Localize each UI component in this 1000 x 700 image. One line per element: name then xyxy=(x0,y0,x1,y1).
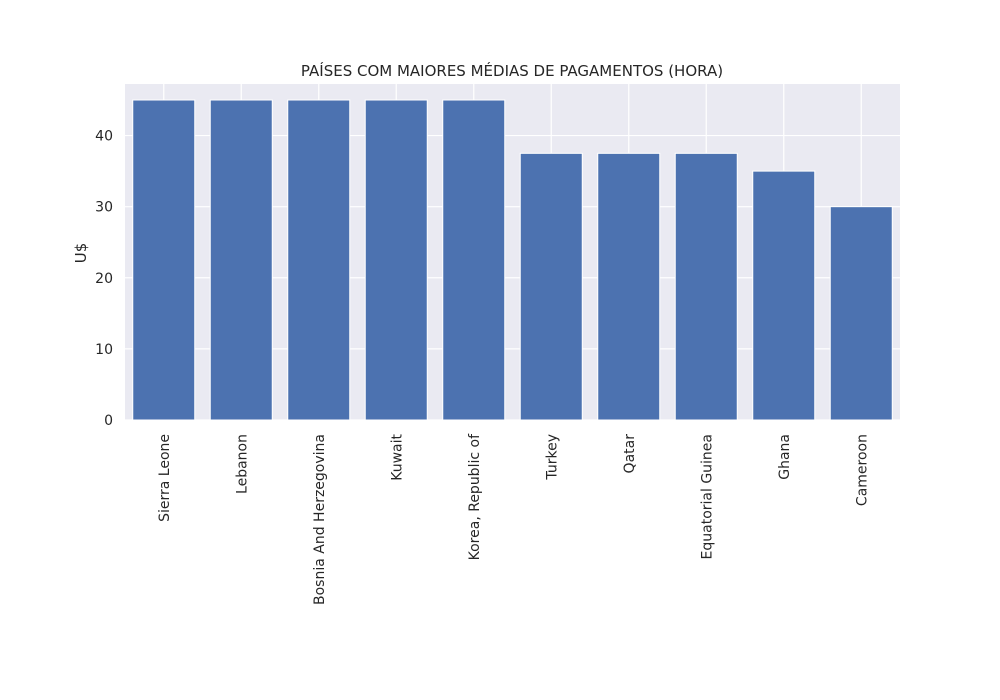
bars xyxy=(132,99,893,421)
bar-korea-republic-of xyxy=(442,99,506,421)
y-axis-label: U$ xyxy=(72,243,90,264)
y-tick-label: 0 xyxy=(104,413,113,429)
x-tick-label: Lebanon xyxy=(234,434,250,494)
x-tick-label: Kuwait xyxy=(389,433,405,480)
bar-equatorial-guinea xyxy=(674,152,738,421)
x-tick-labels: Sierra Leone Lebanon Bosnia And Herzegovin… xyxy=(157,433,871,605)
x-tick-label: Equatorial Guinea xyxy=(699,434,715,559)
bar-lebanon xyxy=(209,99,273,421)
y-tick-label: 10 xyxy=(95,342,113,358)
chart-title: PAÍSES COM MAIORES MÉDIAS DE PAGAMENTOS … xyxy=(301,61,723,80)
y-tick-label: 20 xyxy=(95,271,113,287)
x-tick-label: Korea, Republic of xyxy=(467,433,483,560)
x-tick-label: Sierra Leone xyxy=(157,434,173,522)
x-tick-label: Turkey xyxy=(544,434,560,481)
x-tick-label: Cameroon xyxy=(854,434,870,506)
y-tick-label: 30 xyxy=(95,200,113,216)
y-tick-labels: 0 10 20 30 40 xyxy=(95,129,113,429)
bar-kuwait xyxy=(364,99,428,421)
x-tick-label: Ghana xyxy=(777,434,793,480)
bar-cameroon xyxy=(829,206,893,421)
x-tick-label: Bosnia And Herzegovina xyxy=(312,434,328,605)
bar-bosnia-and-herzegovina xyxy=(287,99,351,421)
bar-ghana xyxy=(752,170,816,421)
bar-sierra-leone xyxy=(132,99,196,421)
x-tick-label: Qatar xyxy=(622,434,638,474)
bar-turkey xyxy=(519,152,583,421)
bar-qatar xyxy=(597,152,661,421)
y-tick-label: 40 xyxy=(95,129,113,145)
